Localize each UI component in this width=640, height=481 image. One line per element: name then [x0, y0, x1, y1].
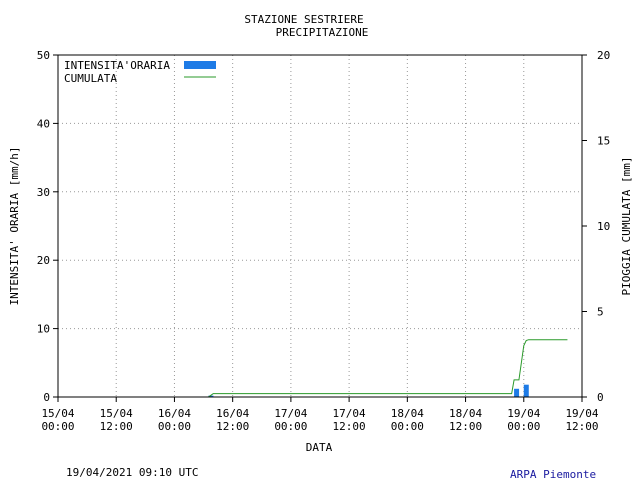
right-tick-label: 20 — [597, 49, 610, 62]
x-tick-time-label: 12:00 — [565, 420, 598, 433]
x-tick-date-label: 16/04 — [158, 407, 191, 420]
right-axis-label: PIOGGIA CUMULATA [mm] — [620, 156, 633, 295]
x-tick-time-label: 00:00 — [274, 420, 307, 433]
cumulative-line — [58, 339, 568, 398]
intensity-bar — [514, 388, 520, 397]
x-tick-date-label: 15/04 — [41, 407, 74, 420]
left-tick-label: 30 — [37, 186, 50, 199]
source-credit: ARPA Piemonte — [510, 468, 597, 481]
legend-label-cumulative: CUMULATA — [64, 72, 117, 85]
x-tick-time-label: 12:00 — [333, 420, 366, 433]
x-tick-date-label: 16/04 — [216, 407, 249, 420]
intensity-bars — [208, 384, 529, 397]
x-tick-date-label: 17/04 — [274, 407, 307, 420]
update-timestamp: 19/04/2021 09:10 UTC — [66, 466, 199, 479]
left-tick-label: 10 — [37, 323, 50, 336]
chart-title-line-2: PRECIPITAZIONE — [276, 26, 369, 39]
x-tick-date-label: 17/04 — [333, 407, 366, 420]
x-tick-date-label: 18/04 — [449, 407, 482, 420]
x-axis-ticks: 15/0400:0015/0412:0016/0400:0016/0412:00… — [41, 397, 599, 433]
left-tick-label: 20 — [37, 254, 50, 267]
right-tick-label: 5 — [597, 306, 604, 319]
x-tick-time-label: 00:00 — [41, 420, 74, 433]
right-tick-label: 10 — [597, 220, 610, 233]
right-axis-ticks: 0 5 10 15 20 — [582, 49, 610, 404]
axis-labels: DATA INTENSITA' ORARIA [mm/h] PIOGGIA CUMU… — [8, 147, 633, 454]
x-tick-time-label: 12:00 — [216, 420, 249, 433]
grid-lines — [58, 55, 582, 397]
left-tick-label: 0 — [43, 391, 50, 404]
intensity-bar — [208, 395, 214, 397]
x-tick-time-label: 00:00 — [158, 420, 191, 433]
plot-frame — [57, 54, 583, 398]
legend-swatch-intensity — [184, 61, 216, 69]
x-tick-time-label: 00:00 — [391, 420, 424, 433]
right-tick-label: 15 — [597, 135, 610, 148]
x-tick-date-label: 19/04 — [565, 407, 598, 420]
x-tick-date-label: 18/04 — [391, 407, 424, 420]
x-tick-time-label: 00:00 — [507, 420, 540, 433]
left-tick-label: 40 — [37, 117, 50, 130]
left-axis-label: INTENSITA' ORARIA [mm/h] — [8, 147, 21, 306]
x-tick-time-label: 12:00 — [100, 420, 133, 433]
x-tick-date-label: 15/04 — [100, 407, 133, 420]
x-axis-label: DATA — [306, 441, 333, 454]
right-tick-label: 0 — [597, 391, 604, 404]
left-axis-ticks: 0 10 20 30 40 50 — [37, 49, 58, 404]
cumulative-series-line — [58, 339, 568, 398]
axes — [57, 54, 583, 398]
left-tick-label: 50 — [37, 49, 50, 62]
x-tick-date-label: 19/04 — [507, 407, 540, 420]
chart-title-line-1: STAZIONE SESTRIERE — [244, 13, 363, 26]
legend-label-intensity: INTENSITA'ORARIA — [64, 59, 170, 72]
x-tick-time-label: 12:00 — [449, 420, 482, 433]
intensity-bar — [523, 384, 529, 397]
